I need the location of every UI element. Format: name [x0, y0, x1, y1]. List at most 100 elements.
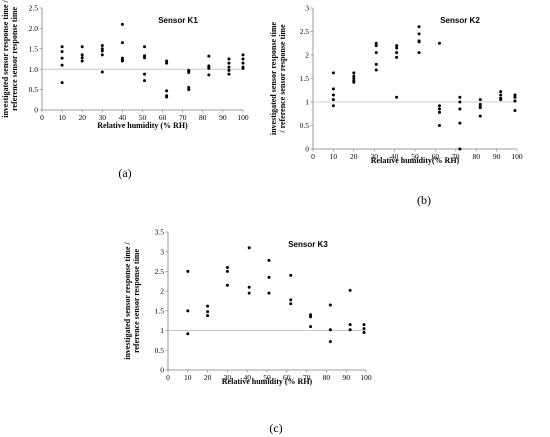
data-point: [227, 65, 231, 69]
data-point: [206, 310, 210, 314]
data-point: [395, 44, 399, 48]
x-tick-label: 30: [99, 113, 107, 122]
chart-title: Sensor K2: [440, 16, 480, 25]
data-point: [120, 59, 124, 63]
data-point: [267, 291, 271, 295]
y-axis-title: investigated sensor response time /: [1, 0, 10, 118]
data-point: [207, 73, 211, 77]
y-tick-label: 0: [34, 106, 38, 115]
data-point: [331, 87, 335, 91]
data-point: [309, 315, 313, 319]
data-point: [187, 88, 191, 92]
data-point: [348, 328, 352, 332]
panel-label: (a): [118, 166, 131, 180]
data-point: [458, 107, 462, 111]
data-point: [100, 44, 104, 48]
data-point: [241, 61, 245, 65]
data-point: [478, 114, 482, 118]
data-point: [417, 25, 421, 29]
data-point: [120, 22, 124, 26]
x-tick-label: 80: [323, 373, 331, 382]
x-tick-label: 10: [330, 152, 338, 161]
data-point: [417, 51, 421, 55]
y-tick-label: 2: [305, 51, 309, 60]
data-point: [458, 121, 462, 125]
data-point: [348, 288, 352, 292]
data-point: [348, 323, 352, 327]
data-point: [143, 79, 147, 83]
data-point: [417, 40, 421, 44]
data-point: [120, 41, 124, 45]
data-point: [60, 56, 64, 60]
data-point: [331, 93, 335, 97]
x-tick-label: 30: [224, 373, 232, 382]
data-point: [289, 298, 293, 302]
data-point: [437, 41, 441, 45]
x-tick-label: 0: [311, 152, 315, 161]
data-point: [206, 314, 210, 318]
data-point: [227, 61, 231, 65]
chart-title: Sensor K3: [288, 240, 328, 249]
x-tick-label: 30: [370, 152, 378, 161]
x-tick-label: 100: [511, 152, 523, 161]
y-tick-label: 2: [160, 287, 164, 296]
x-tick-label: 90: [342, 373, 350, 382]
y-axis-title: investigated sensor response time /: [123, 241, 132, 359]
data-point: [225, 265, 229, 269]
data-point: [374, 62, 378, 66]
data-point: [241, 57, 245, 61]
data-point: [478, 106, 482, 110]
data-point: [499, 93, 503, 97]
data-point: [186, 309, 190, 313]
y-tick-label: 1: [160, 326, 164, 335]
x-axis-title: Relative humidity(% RH): [371, 156, 460, 165]
data-point: [395, 95, 399, 99]
x-tick-label: 100: [237, 113, 249, 122]
y-tick-label: 0: [305, 145, 309, 154]
data-point: [186, 269, 190, 273]
x-tick-label: 60: [432, 152, 440, 161]
data-point: [458, 95, 462, 99]
data-point: [437, 104, 441, 108]
data-point: [143, 45, 147, 49]
data-point: [247, 291, 251, 295]
data-point: [374, 44, 378, 48]
x-tick-label: 70: [303, 373, 311, 382]
data-point: [165, 61, 169, 65]
data-point: [352, 74, 356, 78]
data-point: [100, 49, 104, 53]
y-tick-label: 2.5: [29, 4, 39, 13]
x-tick-label: 40: [119, 113, 127, 122]
data-point: [207, 66, 211, 70]
x-tick-label: 20: [204, 373, 212, 382]
data-point: [437, 124, 441, 127]
data-point: [478, 102, 482, 106]
x-tick-label: 10: [58, 113, 66, 122]
data-point: [513, 93, 517, 97]
x-tick-label: 90: [493, 152, 501, 161]
data-point: [100, 70, 104, 74]
data-point: [267, 275, 271, 279]
data-point: [395, 46, 399, 50]
data-point: [60, 63, 64, 67]
data-point: [289, 302, 293, 306]
data-point: [289, 273, 293, 277]
data-point: [328, 303, 332, 307]
data-point: [331, 71, 335, 75]
data-point: [362, 323, 366, 327]
chart-title: Sensor K1: [158, 16, 198, 25]
y-axis-title: reference sensor response time: [10, 7, 19, 111]
y-tick-label: 1: [305, 98, 309, 107]
data-point: [143, 72, 147, 76]
data-point: [362, 327, 366, 331]
y-tick-label: 2.5: [300, 27, 310, 36]
data-point: [80, 45, 84, 49]
x-tick-label: 50: [139, 113, 147, 122]
data-point: [352, 77, 356, 80]
x-tick-label: 50: [411, 152, 419, 161]
data-point: [513, 108, 517, 112]
data-point: [331, 104, 335, 108]
data-point: [437, 110, 441, 114]
panel-label: (c): [269, 421, 282, 435]
